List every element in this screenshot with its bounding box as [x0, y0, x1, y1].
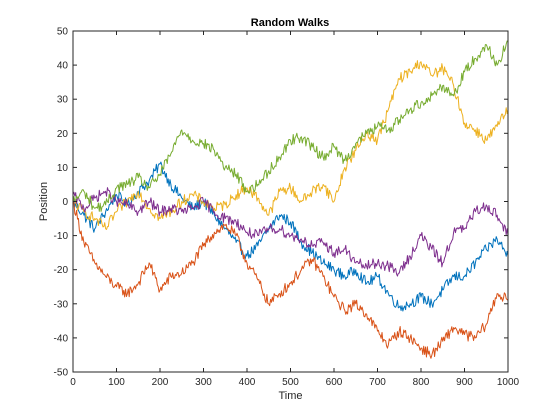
x-tick-label: 200 — [152, 377, 169, 388]
chart-title: Random Walks — [251, 17, 329, 29]
y-tick-label: -40 — [54, 333, 69, 344]
x-tick-label: 400 — [239, 377, 256, 388]
y-tick-label: -50 — [54, 368, 69, 379]
x-tick-label: 300 — [195, 377, 212, 388]
axes-box — [72, 30, 509, 373]
x-tick-label: 1000 — [497, 377, 520, 388]
x-tick-label: 500 — [282, 377, 299, 388]
x-tick-label: 100 — [108, 377, 125, 388]
x-tick-label: 800 — [413, 377, 430, 388]
axis-ticks: 0 100 200 300 400 500 600 700 800 900 1000-50-40-3… — [54, 27, 520, 389]
y-tick-label: -20 — [54, 265, 69, 276]
y-tick-label: 10 — [57, 163, 69, 174]
y-tick-label: 30 — [57, 95, 69, 106]
y-tick-label: -30 — [54, 299, 69, 310]
y-axis-label: Position — [38, 182, 50, 221]
series-line-2 — [73, 201, 508, 359]
y-tick-label: 0 — [62, 197, 68, 208]
x-tick-label: 600 — [326, 377, 343, 388]
y-tick-label: -10 — [54, 231, 69, 242]
series-line-1 — [73, 161, 508, 312]
series-line-5 — [73, 40, 508, 212]
y-tick-label: 20 — [57, 129, 69, 140]
x-axis-label: Time — [278, 390, 302, 402]
y-tick-label: 40 — [57, 61, 69, 72]
x-tick-label: 700 — [369, 377, 386, 388]
series-line-3 — [73, 60, 508, 230]
x-tick-label: 0 — [70, 377, 76, 388]
y-tick-label: 50 — [57, 27, 69, 38]
series-line-4 — [73, 187, 508, 277]
x-tick-label: 900 — [456, 377, 473, 388]
